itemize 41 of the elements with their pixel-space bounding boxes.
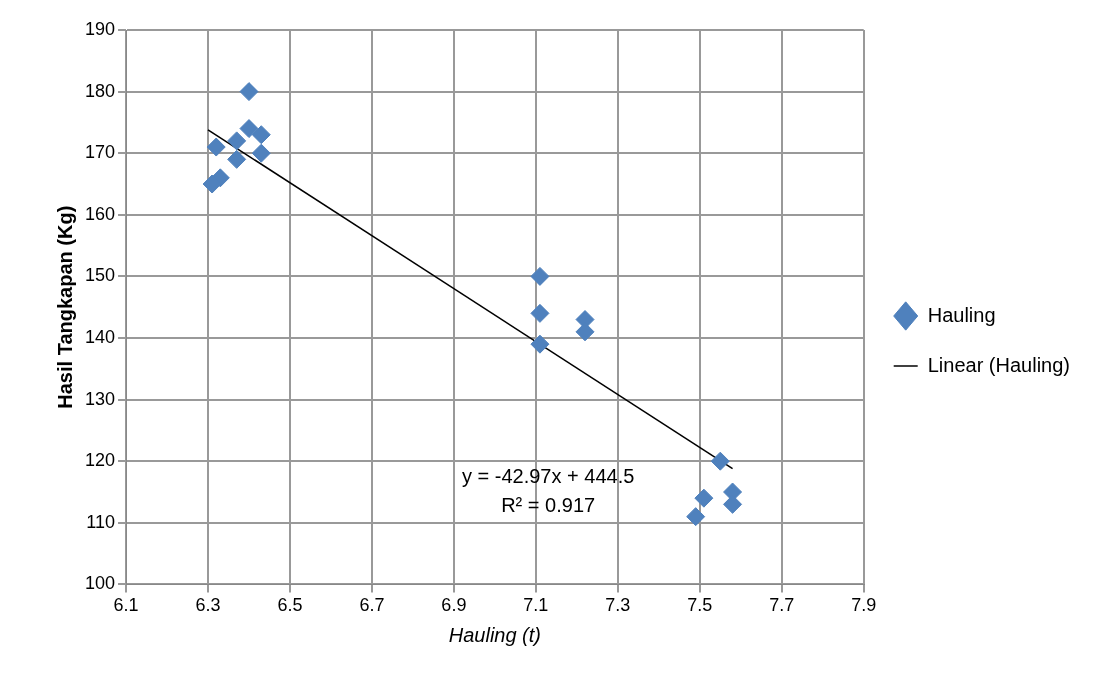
y-tick-label: 110 bbox=[86, 511, 116, 532]
y-axis-title: Hasil Tangkapan (Kg) bbox=[53, 205, 76, 409]
x-tick-label: 6.1 bbox=[113, 595, 139, 616]
x-tick-label: 7.7 bbox=[769, 595, 795, 616]
point bbox=[530, 266, 550, 286]
x-axis-title: Hauling (t) bbox=[448, 623, 541, 646]
point bbox=[227, 149, 247, 169]
x-tick-label: 7.1 bbox=[523, 595, 549, 616]
y-tick-label: 130 bbox=[84, 388, 116, 409]
x-tick-label: 7.9 bbox=[851, 595, 877, 616]
point bbox=[239, 119, 259, 139]
x-tick-label: 6.3 bbox=[195, 595, 221, 616]
y-tick-label: 140 bbox=[84, 326, 116, 347]
annotation: R² = 0.917 bbox=[501, 493, 596, 516]
legend-label: Hauling bbox=[927, 303, 996, 326]
point bbox=[694, 488, 714, 508]
point bbox=[206, 137, 226, 157]
point bbox=[202, 174, 222, 194]
point bbox=[251, 143, 271, 163]
point bbox=[575, 322, 595, 342]
point bbox=[251, 125, 271, 145]
point bbox=[227, 131, 247, 151]
x-tick-label: 6.5 bbox=[277, 595, 303, 616]
y-tick-label: 120 bbox=[84, 450, 116, 471]
point bbox=[530, 334, 550, 354]
point bbox=[686, 507, 706, 527]
x-tick-label: 6.7 bbox=[359, 595, 385, 616]
legend-label: Linear (Hauling) bbox=[927, 353, 1070, 376]
y-tick-label: 190 bbox=[84, 18, 116, 39]
point bbox=[710, 451, 730, 471]
y-tick-label: 160 bbox=[84, 203, 116, 224]
x-tick-label: 7.3 bbox=[605, 595, 631, 616]
y-tick-label: 100 bbox=[84, 573, 116, 594]
x-tick-label: 7.5 bbox=[687, 595, 713, 616]
annotation: y = -42.97x + 444.5 bbox=[461, 464, 635, 487]
y-tick-label: 170 bbox=[84, 142, 116, 163]
y-tick-label: 150 bbox=[84, 265, 116, 286]
y-tick-label: 180 bbox=[84, 80, 116, 101]
x-tick-label: 6.9 bbox=[441, 595, 467, 616]
point bbox=[530, 303, 550, 323]
point bbox=[239, 82, 259, 102]
